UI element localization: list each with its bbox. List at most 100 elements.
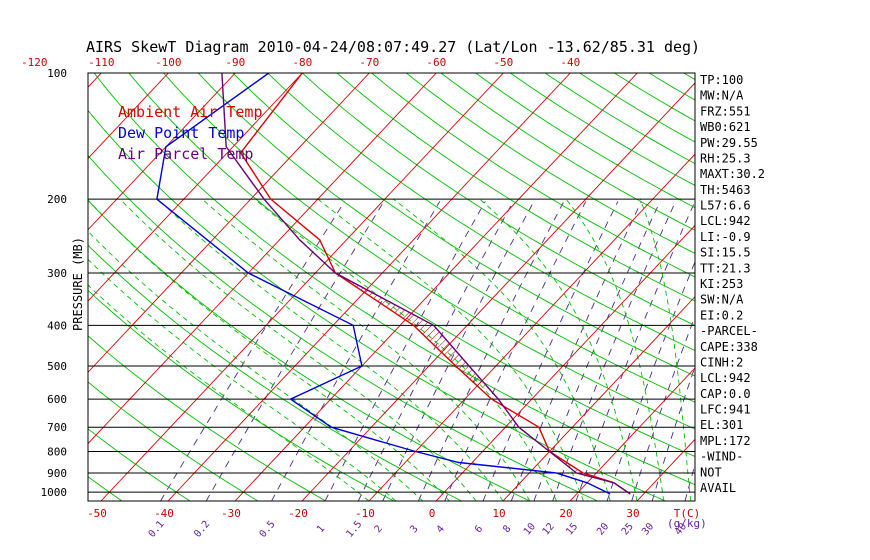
- moist-adiabat: [88, 199, 450, 501]
- pressure-tick-label: 100: [47, 67, 67, 80]
- index-entry: LCL:942: [700, 214, 751, 228]
- bottom-temp-tick-label: 30: [626, 507, 639, 520]
- bottom-temperature-tick-labels: -50 -40 -30 -20 -10 0 10 20 30 T(C): [87, 507, 700, 520]
- mixing-ratio-tick-label: 2: [373, 524, 385, 536]
- mixing-ratio-tick-label: 1.5: [344, 519, 364, 540]
- isotherm: [88, 73, 303, 302]
- bottom-temp-tick-label: -50: [87, 507, 107, 520]
- index-entry: -WIND-: [700, 450, 743, 464]
- pressure-tick-label: 400: [47, 319, 67, 332]
- dry-adiabat: [232, 73, 695, 377]
- dry-adiabat: [336, 73, 695, 302]
- series-air-parcel-temp: [221, 73, 631, 495]
- isotherm: [0, 73, 34, 501]
- series-ambient-air-temp: [239, 73, 631, 495]
- moist-adiabat: [157, 198, 504, 501]
- dry-adiabat: [88, 381, 259, 501]
- isotherm: [838, 73, 870, 501]
- isotherm: [88, 73, 169, 160]
- isotherm: [167, 73, 571, 501]
- moist-adiabat-lines: [88, 198, 692, 501]
- pressure-tick-label: 700: [47, 421, 67, 434]
- dry-adiabat: [301, 73, 695, 326]
- index-entry: NOT: [700, 465, 722, 479]
- index-entry: CINH:2: [700, 355, 743, 369]
- mixing-ratio-tick-label: 6: [473, 524, 485, 536]
- mixing-ratio-tick-label: 8: [501, 524, 513, 536]
- dry-adiabat: [475, 73, 695, 209]
- mixing-ratio-tick-label: 12: [541, 521, 557, 537]
- index-entry: LCL:942: [700, 371, 751, 385]
- top-temp-tick-label: -100: [155, 56, 182, 69]
- mixing-ratio-tick-label: 1: [315, 524, 327, 536]
- mixing-ratio-tick-label: 15: [564, 521, 580, 537]
- dry-adiabat: [88, 476, 123, 501]
- top-temp-tick-label: -40: [560, 56, 580, 69]
- pressure-tick-label: 500: [47, 360, 67, 373]
- mixing-ratio-unit: (g/kg): [667, 517, 707, 530]
- pressure-tick-label: 200: [47, 193, 67, 206]
- moist-adiabat: [88, 284, 370, 501]
- pressure-gridlines: [88, 198, 695, 493]
- index-entry: TT:21.3: [700, 261, 751, 275]
- dry-adiabat: [128, 73, 695, 457]
- moist-adiabat: [565, 198, 665, 501]
- bottom-temp-tick-label: -10: [355, 507, 375, 520]
- pressure-tick-label: 300: [47, 267, 67, 280]
- top-temp-tick-label: -60: [426, 56, 446, 69]
- dry-adiabat: [823, 73, 870, 501]
- mixing-ratio-tick-label: 25: [620, 521, 636, 537]
- mixing-ratio-tick-label: 4: [435, 524, 447, 536]
- dry-adiabat: [88, 428, 191, 501]
- index-entry: PW:29.55: [700, 136, 758, 150]
- mixing-ratio-tick-label: 3: [408, 524, 420, 536]
- isotherm: [100, 73, 504, 501]
- top-temperature-tick-labels: -120 -110 -100 -90 -80 -70 -60 -50 -40: [21, 56, 580, 69]
- mixing-ratio-tick-label: 10: [522, 521, 538, 537]
- mixing-ratio-line: [324, 201, 486, 501]
- top-temp-tick-label: -120: [21, 56, 48, 69]
- isotherm: [569, 367, 695, 501]
- bottom-temp-tick-label: -30: [221, 507, 241, 520]
- moist-adiabat: [88, 230, 423, 501]
- dry-adiabat: [440, 73, 695, 231]
- top-temp-tick-label: -90: [225, 56, 245, 69]
- bottom-temp-tick-label: -20: [288, 507, 308, 520]
- mixing-ratio-tick-labels: 0.1 0.2 0.5 1 1.5 2 3 4 6 8 10 12 15 20 25 30 40(g/kg): [147, 517, 707, 540]
- index-entry: TP:100: [700, 73, 743, 87]
- index-entry: KI:253: [700, 277, 743, 291]
- isotherm: [88, 73, 102, 88]
- index-entry: L57:6.6: [700, 199, 751, 213]
- index-entry: SW:N/A: [700, 293, 744, 307]
- isotherm: [771, 73, 870, 501]
- isotherm: [435, 224, 695, 501]
- dry-adiabat: [406, 73, 695, 254]
- dry-adiabat: [0, 73, 54, 501]
- isotherm: [368, 153, 695, 501]
- bottom-temp-tick-label: 20: [559, 507, 572, 520]
- mixing-ratio-tick-label: 0.2: [192, 519, 212, 540]
- top-temp-tick-label: -50: [493, 56, 513, 69]
- pressure-tick-label: 900: [47, 467, 67, 480]
- legend-entry: Air Parcel Temp: [118, 145, 253, 163]
- mixing-ratio-line: [271, 201, 441, 501]
- top-temp-tick-label: -80: [292, 56, 312, 69]
- index-entry: WB0:621: [700, 120, 751, 134]
- index-entry: LFC:941: [700, 403, 751, 417]
- isotherm: [301, 82, 695, 501]
- isotherm: [502, 296, 695, 501]
- dry-adiabat: [93, 73, 695, 486]
- dry-adiabat: [163, 73, 695, 430]
- index-entry: MW:N/A: [700, 89, 744, 103]
- index-entry: SI:15.5: [700, 246, 751, 260]
- mixing-ratio-line: [382, 201, 535, 501]
- top-temp-tick-label: -110: [88, 56, 115, 69]
- plot-frame: [87, 72, 696, 502]
- mixing-ratio-tick-label: 20: [595, 521, 611, 537]
- bottom-temp-tick-label: 0: [429, 507, 436, 520]
- index-entry: EL:301: [700, 418, 743, 432]
- dry-adiabat: [753, 73, 870, 501]
- moist-adiabat: [393, 198, 611, 501]
